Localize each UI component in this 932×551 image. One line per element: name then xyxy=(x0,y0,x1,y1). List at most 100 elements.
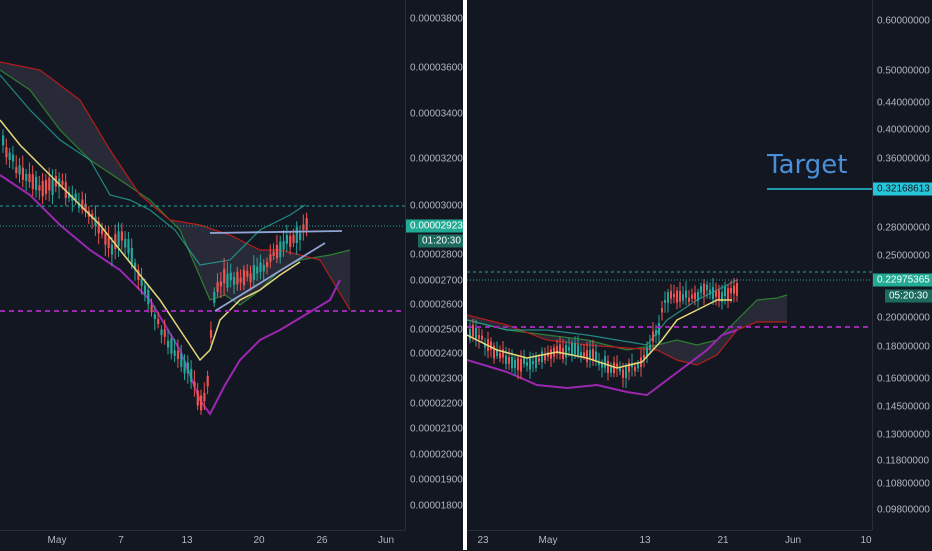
left-price-tick: 0.00003400 xyxy=(410,108,463,120)
left-chart-pane[interactable]: 0.00003800 0.00003600 0.00003400 0.00003200… xyxy=(0,0,467,551)
left-baseline-line xyxy=(0,174,341,416)
left-time-tick: May xyxy=(47,535,67,546)
right-chart-pane[interactable]: Target 0.60000000 0.50000000 0.44000000 0.4… xyxy=(467,0,932,550)
right-candle-body xyxy=(538,358,540,362)
left-ichimoku-cloud xyxy=(0,62,350,310)
right-price-tick: 0.50000000 xyxy=(877,65,930,77)
left-candle-body xyxy=(239,277,242,283)
right-candle-body xyxy=(499,352,501,359)
right-candle-body xyxy=(508,357,510,364)
left-candle-body xyxy=(114,234,117,249)
right-candle-body xyxy=(604,356,606,368)
right-candle-body xyxy=(610,367,612,373)
left-candle-body xyxy=(104,233,107,245)
left-candle-body xyxy=(249,273,252,283)
right-candle-body xyxy=(517,357,519,371)
left-candle-body xyxy=(153,314,156,320)
left-time-tick: 13 xyxy=(181,535,193,546)
left-price-axis[interactable]: 0.00003800 0.00003600 0.00003400 0.00003200… xyxy=(405,0,467,530)
left-candle-body xyxy=(130,247,133,264)
right-candle-body xyxy=(475,327,477,339)
right-candle-body xyxy=(673,294,675,298)
right-time-tick: Jun xyxy=(784,535,802,546)
left-price-tick: 0.00001900 xyxy=(410,474,463,486)
left-candle-body xyxy=(223,268,226,284)
left-candle-body xyxy=(266,261,269,268)
left-time-axis[interactable]: May 7 13 20 26 Jun xyxy=(0,530,405,551)
right-candle-body xyxy=(658,322,660,335)
right-price-tick: 0.44000000 xyxy=(877,97,930,109)
left-time-tick: 20 xyxy=(253,535,265,546)
right-candle-body xyxy=(568,347,570,351)
left-candle-body xyxy=(167,340,170,348)
right-candle-body xyxy=(502,349,504,358)
left-candle-body xyxy=(299,233,302,241)
right-candle-body xyxy=(601,362,603,368)
right-target-price-label: 0.32168613 xyxy=(873,182,932,196)
left-candle-body xyxy=(282,240,285,250)
left-price-tick: 0.00003800 xyxy=(410,13,463,25)
left-candle-body xyxy=(206,375,209,387)
left-price-tick: 0.00002200 xyxy=(410,398,463,410)
left-candle-body xyxy=(233,276,236,285)
right-candle-body xyxy=(643,354,645,359)
right-candle-body xyxy=(718,290,720,300)
left-price-tick: 0.00001800 xyxy=(410,500,463,512)
left-chart-canvas[interactable] xyxy=(0,0,405,530)
left-candle-body xyxy=(124,238,127,248)
left-candle-body xyxy=(44,180,48,195)
right-candle-body xyxy=(559,344,561,355)
left-candle-body xyxy=(170,338,173,354)
left-price-tick: 0.00002400 xyxy=(410,348,463,360)
left-price-tick: 0.00002000 xyxy=(410,449,463,461)
right-candle-body xyxy=(496,349,498,356)
left-candle-body xyxy=(21,167,24,180)
left-candle-body xyxy=(285,235,288,244)
left-candle-body xyxy=(31,174,34,189)
right-time-tick: May xyxy=(538,535,558,546)
left-candle-body xyxy=(256,266,259,274)
right-last-price-label[interactable]: 0.22975365 xyxy=(873,273,932,287)
left-candle-body xyxy=(120,231,123,241)
right-price-chart[interactable]: Target xyxy=(467,0,872,530)
right-candle-body xyxy=(631,363,633,368)
left-candle-body xyxy=(269,254,272,262)
right-price-tick: 0.18000000 xyxy=(877,341,930,353)
right-price-axis[interactable]: 0.60000000 0.50000000 0.44000000 0.40000000… xyxy=(872,0,932,530)
left-candle-body xyxy=(236,271,239,285)
left-candle-body xyxy=(209,329,213,338)
left-time-tick: 7 xyxy=(118,535,124,546)
left-last-price-label[interactable]: 0.00002923 xyxy=(406,219,467,233)
left-candle-body xyxy=(186,362,189,374)
right-candle-body xyxy=(634,366,636,372)
right-chart-canvas[interactable] xyxy=(467,0,872,530)
pane-divider[interactable] xyxy=(463,0,467,550)
left-candle-body xyxy=(289,235,292,248)
left-candle-body xyxy=(193,381,196,387)
left-candle-body xyxy=(97,221,100,234)
right-price-tick: 0.09800000 xyxy=(877,504,930,516)
right-candle-body xyxy=(733,285,735,294)
right-candle-body xyxy=(685,290,687,298)
left-price-tick: 0.00003600 xyxy=(410,62,463,74)
left-candle-body xyxy=(183,360,186,374)
left-candle-body xyxy=(28,173,31,183)
left-price-tick: 0.00002700 xyxy=(410,275,463,287)
right-price-tick: 0.11800000 xyxy=(877,455,930,467)
left-candle-body xyxy=(173,350,176,357)
right-time-axis[interactable]: 23 May 13 21 Jun 10 xyxy=(467,530,872,551)
left-price-chart[interactable] xyxy=(0,0,405,530)
right-candle-body xyxy=(541,351,543,363)
left-candle-body xyxy=(81,199,84,210)
right-candle-body xyxy=(565,344,567,358)
right-price-tick: 0.10800000 xyxy=(877,478,930,490)
left-price-tick: 0.00002300 xyxy=(410,373,463,385)
right-candle-body xyxy=(655,330,657,336)
right-candle-body xyxy=(619,368,621,372)
left-candle-body xyxy=(143,285,147,295)
right-candle-body xyxy=(700,286,702,293)
right-candle-body xyxy=(598,361,600,365)
left-candle-body xyxy=(147,289,150,305)
left-candle-body xyxy=(101,229,104,235)
left-candle-body xyxy=(216,282,219,292)
